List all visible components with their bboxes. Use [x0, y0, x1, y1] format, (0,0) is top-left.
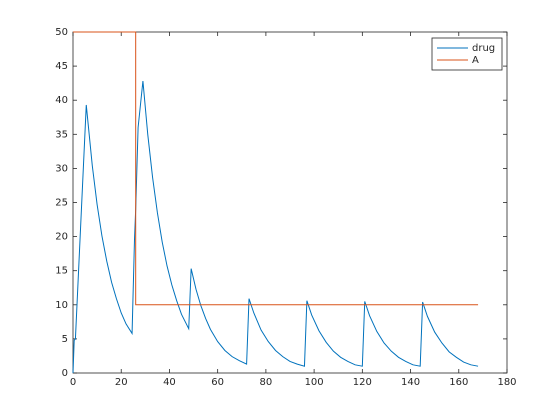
y-tick-label: 25 — [55, 198, 68, 209]
plot-area — [72, 31, 508, 374]
x-tick-label: 60 — [211, 377, 224, 388]
x-tick-label: 120 — [353, 377, 372, 388]
x-tick-label: 40 — [163, 377, 176, 388]
x-tick-label: 100 — [305, 377, 324, 388]
y-tick-label: 35 — [55, 129, 68, 140]
y-tick-label: 40 — [55, 95, 68, 106]
y-tick-label: 0 — [62, 368, 68, 379]
line — [73, 31, 479, 306]
y-tick-label: 30 — [55, 163, 68, 174]
x-tick-label: 160 — [449, 377, 468, 388]
legend-box — [431, 37, 503, 71]
x-tick-label: 80 — [260, 377, 273, 388]
y-tick-label: 5 — [62, 334, 68, 345]
y-tick-label: 15 — [55, 266, 68, 277]
x-tick-label: 0 — [70, 377, 76, 388]
x-tick-label: 20 — [115, 377, 128, 388]
legend-label: A — [472, 55, 479, 66]
legend-label: drug — [472, 43, 495, 54]
y-tick-label: 50 — [55, 27, 68, 38]
y-tick-label: 45 — [55, 61, 68, 72]
x-tick-label: 140 — [401, 377, 420, 388]
y-tick-label: 10 — [55, 300, 68, 311]
y-tick-label: 20 — [55, 232, 68, 243]
line — [72, 81, 479, 374]
x-tick-label: 180 — [497, 377, 516, 388]
